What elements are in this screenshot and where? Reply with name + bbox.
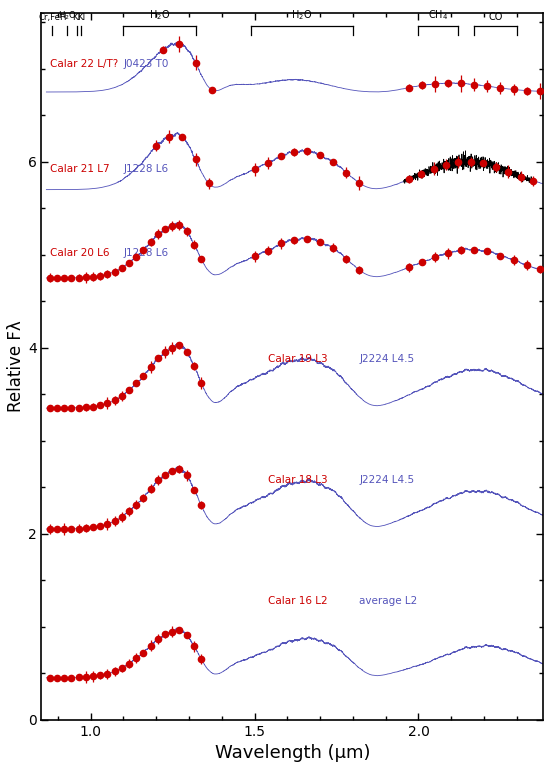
Text: Cr,FeH: Cr,FeH	[38, 13, 67, 22]
X-axis label: Wavelength (μm): Wavelength (μm)	[214, 744, 370, 762]
Text: H$_2$O: H$_2$O	[149, 8, 170, 22]
Text: H$_2$O: H$_2$O	[58, 10, 76, 22]
Text: Calar 16 L2: Calar 16 L2	[268, 596, 327, 606]
Text: Calar 19 L3: Calar 19 L3	[268, 354, 327, 364]
Text: Calar 21 L7: Calar 21 L7	[50, 164, 109, 174]
Text: H$_2$O: H$_2$O	[292, 8, 313, 22]
Text: KI: KI	[73, 13, 81, 22]
Text: J1228 L6: J1228 L6	[123, 164, 168, 174]
Text: Calar 22 L/T?: Calar 22 L/T?	[50, 59, 118, 69]
Y-axis label: Relative Fλ: Relative Fλ	[7, 321, 25, 412]
Text: CH$_4$: CH$_4$	[428, 8, 448, 22]
Text: KI: KI	[78, 13, 85, 22]
Text: J1228 L6: J1228 L6	[123, 248, 168, 258]
Text: J2224 L4.5: J2224 L4.5	[360, 474, 415, 484]
Text: Calar 18 L3: Calar 18 L3	[268, 474, 327, 484]
Text: Calar 20 L6: Calar 20 L6	[50, 248, 109, 258]
Text: average L2: average L2	[360, 596, 417, 606]
Text: J2224 L4.5: J2224 L4.5	[360, 354, 415, 364]
Text: CO: CO	[488, 12, 503, 22]
Text: J0423 T0: J0423 T0	[123, 59, 169, 69]
